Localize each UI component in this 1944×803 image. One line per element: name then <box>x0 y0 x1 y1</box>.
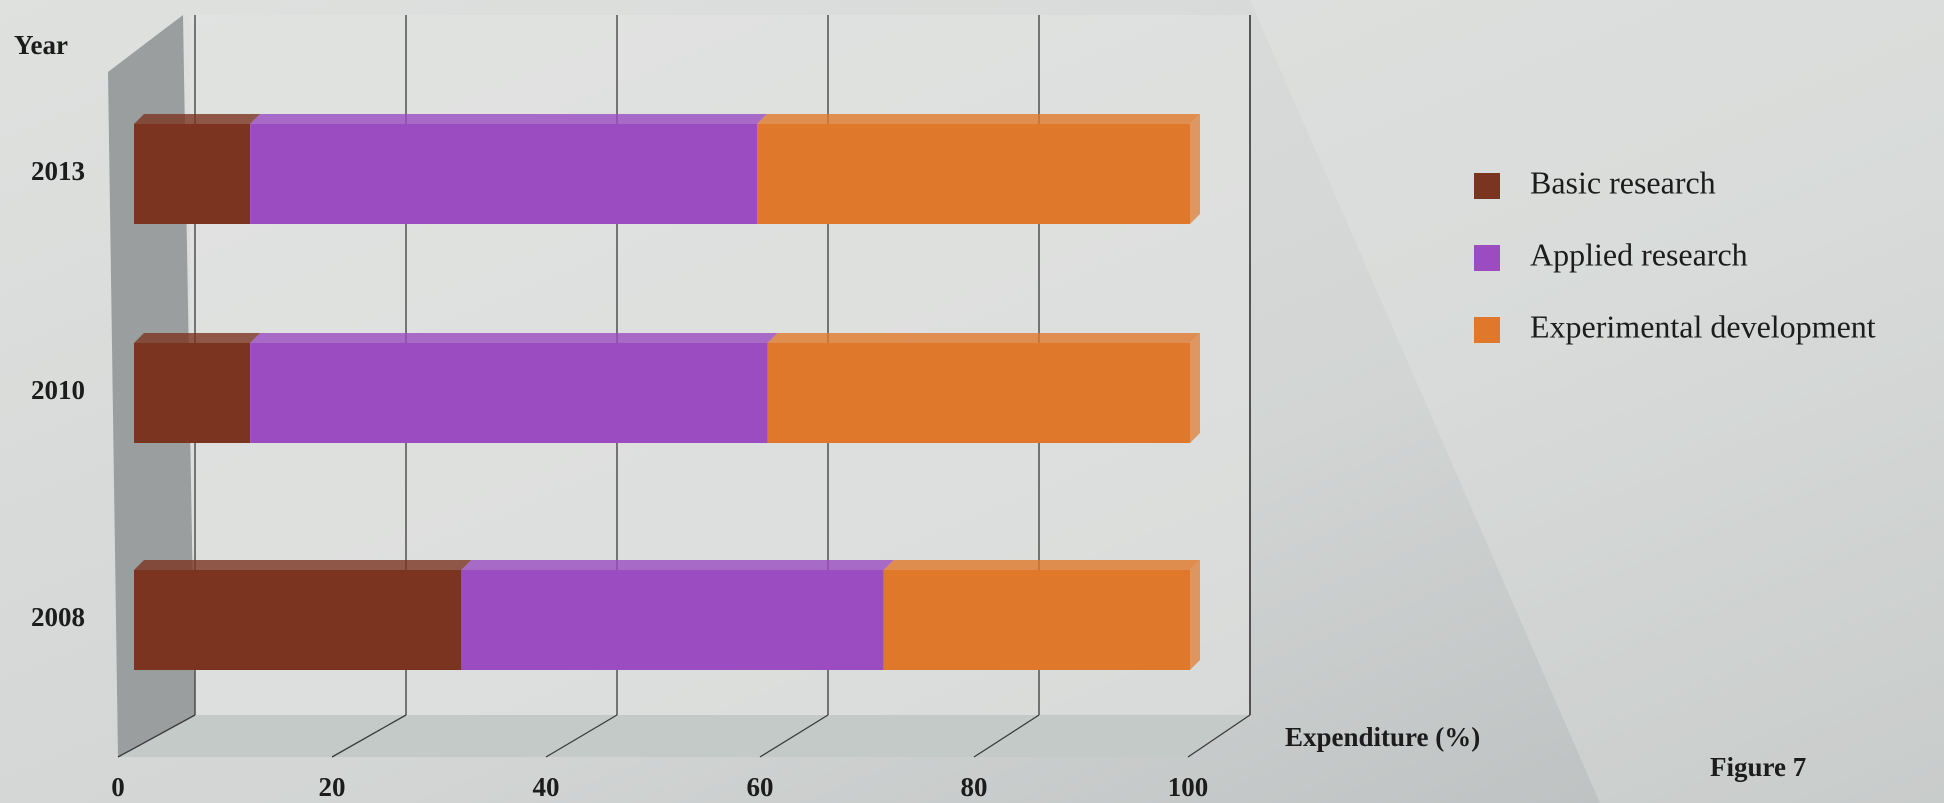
bar-top <box>134 560 472 570</box>
bar <box>883 570 1190 670</box>
legend-swatch <box>1474 317 1500 343</box>
bar <box>461 570 884 670</box>
bar-side <box>1190 333 1200 443</box>
legend-label: Basic research <box>1530 164 1716 200</box>
bar <box>134 570 462 670</box>
bar <box>250 343 768 443</box>
x-tick-label: 0 <box>111 772 125 802</box>
y-tick-label: 2010 <box>31 375 85 405</box>
floor-grid-line <box>545 714 618 758</box>
bar-top <box>250 333 778 343</box>
background-decoration <box>1250 0 1944 803</box>
bar-top <box>134 114 261 124</box>
floor <box>118 715 1250 757</box>
legend-swatch <box>1474 245 1500 271</box>
y-tick-label: 2013 <box>31 156 85 186</box>
x-tick-label: 60 <box>747 772 774 802</box>
bar-top <box>757 114 1200 124</box>
bar <box>757 124 1190 224</box>
y-tick-label: 2008 <box>31 602 85 632</box>
bar-side <box>1190 560 1200 670</box>
floor-grid-line <box>331 714 407 758</box>
x-tick-label: 80 <box>961 772 988 802</box>
legend-label: Applied research <box>1530 236 1748 272</box>
bar-top <box>134 333 261 343</box>
legend-swatch <box>1474 173 1500 199</box>
bar <box>134 343 251 443</box>
caption: Figure 7 <box>1710 752 1806 782</box>
floor-grid-line <box>1187 714 1251 758</box>
bar <box>134 124 251 224</box>
floor-grid-line <box>973 714 1040 758</box>
x-axis-label: Expenditure (%) <box>1285 722 1480 752</box>
bar-side <box>1190 114 1200 224</box>
plot: 0 20 40 60 80 100 2013 2010 2008 Basic research Ap… <box>31 15 1876 802</box>
floor-grid-line <box>117 714 196 758</box>
x-tick-label: 100 <box>1168 772 1209 802</box>
legend-label: Experimental development <box>1530 308 1876 344</box>
y-axis-label: Year <box>14 30 68 60</box>
bar-top <box>250 114 768 124</box>
x-tick-label: 40 <box>533 772 560 802</box>
floor-grid-line <box>759 714 829 758</box>
x-tick-label: 20 <box>319 772 346 802</box>
bar <box>250 124 758 224</box>
bar <box>767 343 1190 443</box>
bar-top <box>461 560 894 570</box>
bar-top <box>767 333 1200 343</box>
bar-top <box>883 560 1200 570</box>
